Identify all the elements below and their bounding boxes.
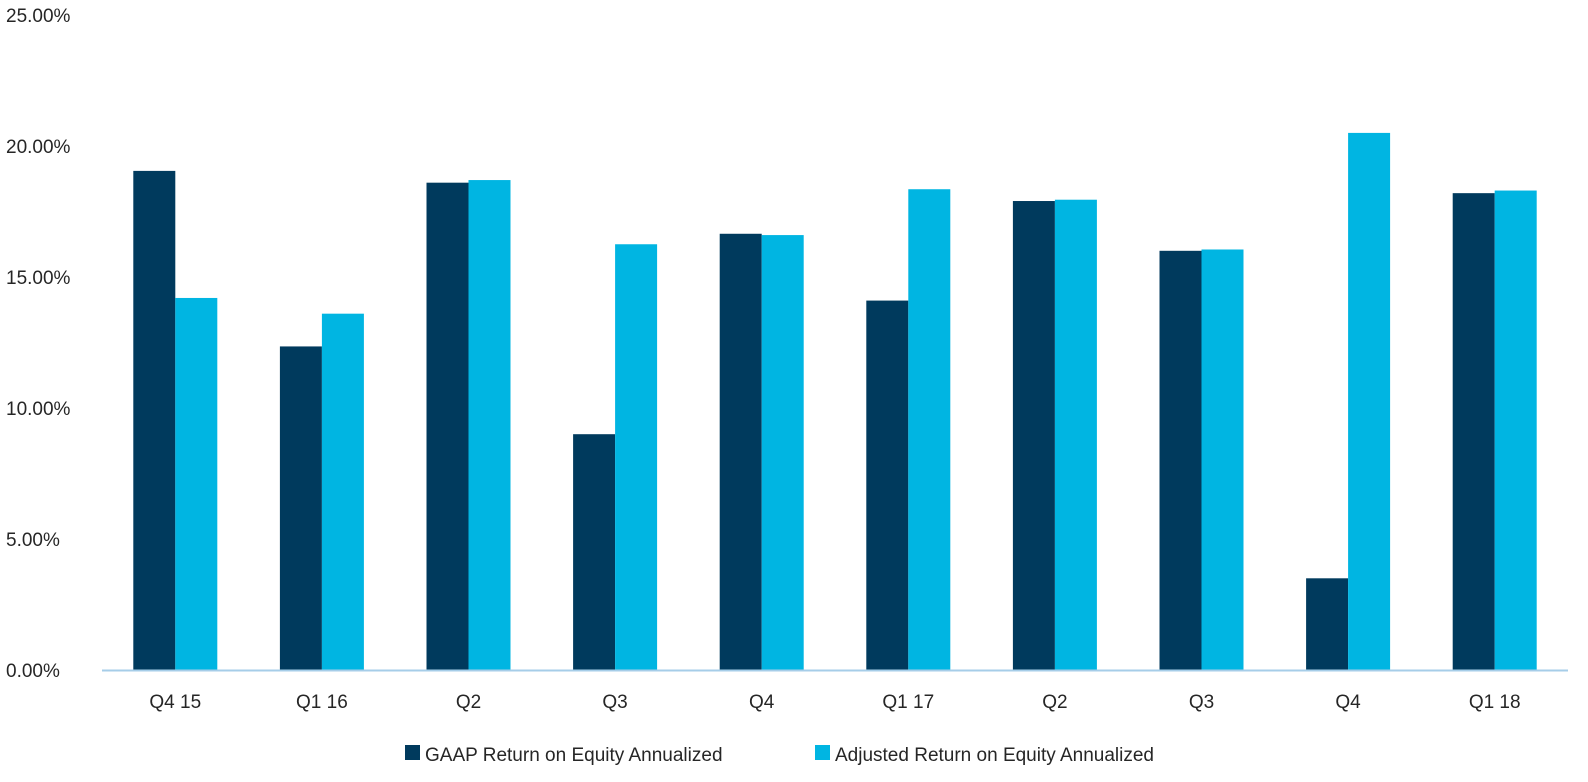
bar-adjusted: [761, 235, 804, 670]
bar-adjusted: [1201, 249, 1244, 671]
y-tick-label: 20.00%: [6, 137, 71, 158]
x-tick-label: Q2: [1042, 692, 1067, 713]
x-tick-label: Q4 15: [149, 692, 201, 713]
x-tick-label: Q3: [1189, 692, 1214, 713]
y-tick-label: 10.00%: [6, 399, 71, 420]
y-tick-label: 15.00%: [6, 268, 71, 289]
y-tick-label: 0.00%: [6, 661, 60, 682]
x-tick-label: Q1 17: [882, 692, 934, 713]
x-tick-label: Q3: [602, 692, 627, 713]
bar-gaap: [1012, 201, 1055, 670]
bar-gaap: [1306, 578, 1349, 670]
bar-adjusted: [321, 313, 364, 670]
x-axis: Q4 15 Q1 16 Q2 Q3 Q4 Q1 17 Q2 Q3 Q4 Q1 18: [149, 692, 1520, 713]
legend-label: GAAP Return on Equity Annualized: [425, 745, 723, 766]
bar-adjusted: [1494, 190, 1537, 671]
bar-gaap: [426, 182, 469, 670]
legend: GAAP Return on Equity Annualized Adjusted…: [405, 745, 1154, 766]
bar-adjusted: [1054, 199, 1097, 670]
bar-gaap: [1452, 193, 1495, 670]
bar-gaap: [1159, 250, 1202, 671]
y-axis: 0.00% 5.00% 10.00% 15.00% 20.00% 25.00%: [6, 6, 71, 682]
y-tick-label: 25.00%: [6, 6, 71, 27]
x-tick-label: Q2: [456, 692, 481, 713]
y-tick-label: 5.00%: [6, 530, 60, 551]
bar-adjusted: [908, 189, 951, 671]
bars: [133, 132, 1537, 671]
bar-gaap: [866, 300, 909, 670]
bar-adjusted: [175, 297, 218, 670]
bar-adjusted: [468, 180, 511, 670]
bar-adjusted: [615, 244, 658, 670]
bar-adjusted: [1348, 132, 1391, 670]
legend-swatch: [815, 745, 830, 760]
legend-label: Adjusted Return on Equity Annualized: [835, 745, 1154, 766]
x-tick-label: Q4: [1335, 692, 1361, 713]
bar-gaap: [279, 346, 322, 670]
bar-gaap: [573, 434, 616, 670]
x-tick-label: Q4: [749, 692, 775, 713]
bar-gaap: [719, 233, 762, 670]
bar-gaap: [133, 170, 176, 670]
x-tick-label: Q1 16: [296, 692, 348, 713]
legend-swatch: [405, 745, 420, 760]
x-tick-label: Q1 18: [1469, 692, 1521, 713]
